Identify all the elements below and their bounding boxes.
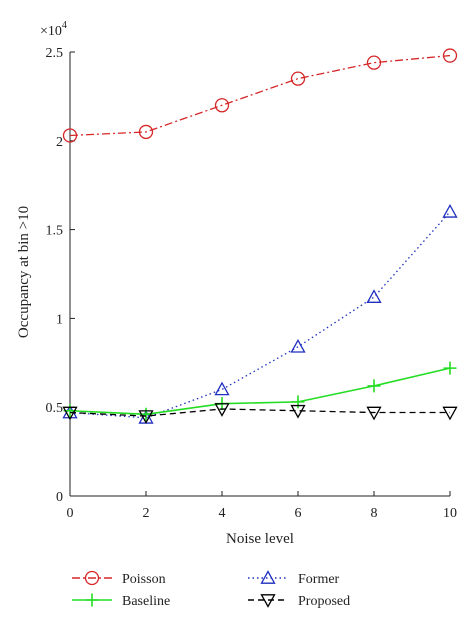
data-point-proposed [290,404,306,419]
legend-marker-poisson [84,570,100,586]
plot-area: 0 2 4 6 8 10 0 0.5 1 1.5 2 2.5 [46,46,458,521]
data-point-baseline [291,395,305,409]
data-point-proposed [214,403,230,417]
series-line-former [69,211,451,419]
legend-marker-former [260,570,276,584]
series-layer [62,48,458,424]
y-ticks: 0 0.5 1 1.5 2 2.5 [46,46,75,505]
x-tick-label: 8 [371,506,378,521]
data-point-poisson [290,71,306,86]
legend-item-proposed: Proposed [248,594,350,609]
y-tick-label: 1.5 [46,224,64,239]
x-tick-label: 2 [143,506,150,521]
y-tick-label: 0.5 [46,401,64,416]
data-point-proposed [366,406,382,421]
x-tick-label: 10 [443,506,457,521]
y-tick-label: 2.5 [46,46,64,61]
legend-label-former: Former [298,572,340,587]
data-point-proposed [442,406,458,421]
x-ticks: 0 2 4 6 8 10 [67,491,457,521]
legend-label-baseline: Baseline [122,594,170,609]
data-point-former [442,204,458,218]
data-point-poisson [214,98,230,113]
series-baseline [63,361,457,421]
data-point-poisson [62,128,78,143]
data-point-baseline [443,361,457,375]
y-axis-label: Occupancy at bin >10 [16,206,32,338]
legend-item-former: Former [248,570,340,587]
legend-marker-proposed [260,594,276,608]
y-tick-label: 1 [56,312,63,327]
data-point-baseline [367,379,381,393]
data-point-proposed [62,406,78,421]
series-line-baseline [69,367,451,416]
x-tick-label: 4 [219,506,226,521]
data-point-former [290,338,306,353]
series-proposed [62,403,458,424]
series-line-poisson [69,54,451,137]
legend-label-poisson: Poisson [122,572,166,587]
series-poisson [62,48,458,143]
legend-label-proposed: Proposed [298,594,350,609]
data-point-proposed [138,410,154,424]
y-tick-label: 0 [56,490,63,505]
series-line-proposed [69,408,450,417]
y-tick-label: 2 [56,135,63,150]
data-point-poisson [442,48,458,63]
x-tick-label: 6 [295,506,302,521]
legend-item-baseline: Baseline [72,593,170,609]
data-point-poisson [138,124,154,140]
data-point-former [366,289,382,303]
data-point-poisson [366,55,382,70]
data-point-former [214,381,230,396]
x-tick-label: 0 [67,506,74,521]
legend: Poisson Former Baseline Proposed [72,570,350,609]
x-axis-label: Noise level [226,531,294,547]
legend-item-poisson: Poisson [72,570,166,587]
legend-marker-baseline [85,593,99,607]
series-former [62,204,458,424]
y-multiplier: ×104 [40,20,67,39]
